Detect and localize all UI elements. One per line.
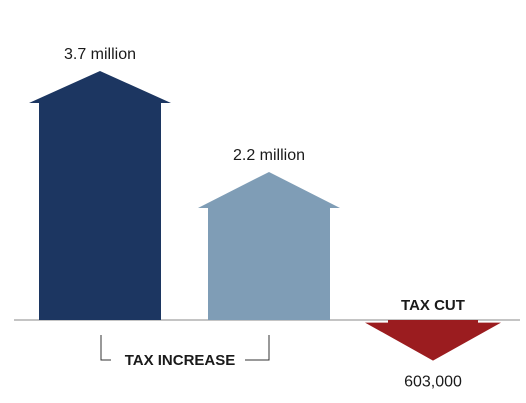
arrow-bar-3: [365, 320, 501, 361]
data-label-1: 3.7 million: [64, 46, 136, 63]
group-label-tax-increase: TAX INCREASE: [125, 352, 236, 369]
group-bracket-tax-increase: [100, 335, 270, 361]
arrow-bar-1: [29, 71, 171, 320]
data-label-2: 2.2 million: [233, 147, 305, 164]
arrow-bar-2: [198, 171, 340, 320]
data-label-3: 603,000: [404, 374, 462, 391]
group-label-tax-cut: TAX CUT: [401, 297, 465, 314]
